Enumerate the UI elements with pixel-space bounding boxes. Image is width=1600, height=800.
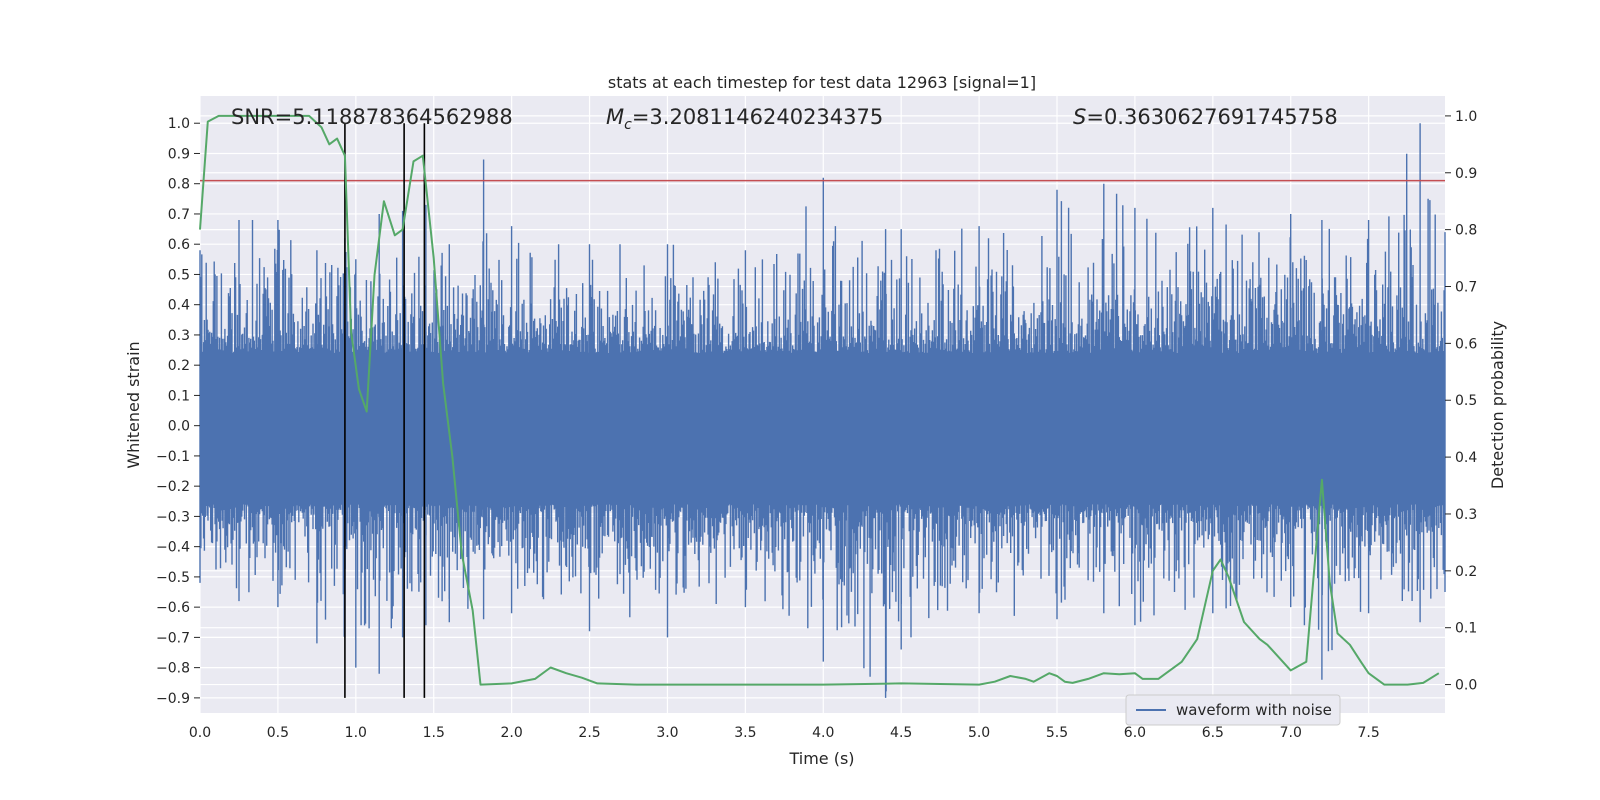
y-tick-label: −0.4 bbox=[156, 540, 190, 556]
y2-tick-label: 0.4 bbox=[1455, 450, 1477, 466]
x-tick-label: 3.0 bbox=[656, 725, 678, 741]
x-tick-label: 2.0 bbox=[501, 725, 523, 741]
x-tick-label: 1.0 bbox=[345, 725, 367, 741]
y2-tick-label: 1.0 bbox=[1455, 109, 1477, 125]
y-axis-label: Whitened strain bbox=[124, 341, 143, 468]
y2-tick-label: 0.9 bbox=[1455, 166, 1477, 182]
probability-series bbox=[199, 114, 1440, 686]
y-tick-label: 0.7 bbox=[168, 207, 190, 223]
mc-subscript: c bbox=[624, 117, 632, 133]
y-tick-label: −0.6 bbox=[156, 600, 190, 616]
x-tick-label: 3.5 bbox=[734, 725, 756, 741]
s-value: =0.3630627691745758 bbox=[1086, 105, 1337, 129]
x-tick-label: 7.0 bbox=[1280, 725, 1302, 741]
x-tick-label: 0.0 bbox=[189, 725, 211, 741]
y2-axis-label: Detection probability bbox=[1488, 321, 1507, 489]
y-tick-label: −0.1 bbox=[156, 449, 190, 465]
y2-tick-label: 0.1 bbox=[1455, 621, 1477, 637]
s-annotation: S=0.3630627691745758 bbox=[1073, 105, 1338, 129]
y-tick-label: −0.8 bbox=[156, 661, 190, 677]
y2-axis-ticks: 1.0 0.9 0.8 0.7 0.6 0.5 0.4 0.3 0.2 0.1 0.0 bbox=[1445, 109, 1477, 694]
y-tick-label: 0.3 bbox=[168, 328, 190, 344]
x-tick-label: 2.5 bbox=[578, 725, 600, 741]
x-tick-label: 0.5 bbox=[267, 725, 289, 741]
mc-value: =3.2081146240234375 bbox=[632, 105, 883, 129]
x-tick-label: 6.0 bbox=[1124, 725, 1146, 741]
x-tick-label: 4.0 bbox=[812, 725, 834, 741]
y-tick-label: 0.1 bbox=[168, 388, 190, 404]
x-tick-label: 5.0 bbox=[968, 725, 990, 741]
y-axis-ticks: 1.0 0.9 0.8 0.7 0.6 0.5 0.4 0.3 0.2 0.1 0.0 −0.1 −0.… bbox=[156, 116, 200, 707]
legend-label-waveform: waveform with noise bbox=[1176, 701, 1332, 719]
y-tick-label: 0.9 bbox=[168, 146, 190, 162]
x-tick-label: 6.5 bbox=[1202, 725, 1224, 741]
y-tick-label: −0.3 bbox=[156, 509, 190, 525]
s-symbol: S bbox=[1073, 105, 1086, 129]
x-tick-label: 1.5 bbox=[423, 725, 445, 741]
y-tick-label: 0.8 bbox=[168, 177, 190, 193]
mc-annotation: Mc=3.2081146240234375 bbox=[606, 105, 883, 133]
y-tick-label: −0.5 bbox=[156, 570, 190, 586]
probability-line bbox=[199, 114, 1440, 686]
y-tick-label: −0.9 bbox=[156, 691, 190, 707]
waveform-band bbox=[200, 353, 1445, 505]
waveform-series bbox=[199, 123, 1446, 698]
y2-tick-label: 0.5 bbox=[1455, 393, 1477, 409]
y-tick-label: 0.2 bbox=[168, 358, 190, 374]
y2-tick-label: 0.7 bbox=[1455, 280, 1477, 296]
x-tick-label: 7.5 bbox=[1358, 725, 1380, 741]
y-tick-label: 0.4 bbox=[168, 298, 190, 314]
y-tick-label: −0.2 bbox=[156, 479, 190, 495]
x-tick-label: 5.5 bbox=[1046, 725, 1068, 741]
snr-annotation: SNR=5.118878364562988 bbox=[231, 105, 513, 129]
x-axis-ticks: 0.0 0.5 1.0 1.5 2.0 2.5 3.0 3.5 4.0 4.5 5.0 5.5 6.0 6… bbox=[189, 725, 1380, 741]
y-tick-label: −0.7 bbox=[156, 630, 190, 646]
y2-tick-label: 0.3 bbox=[1455, 507, 1477, 523]
y-tick-label: 0.0 bbox=[168, 419, 190, 435]
x-tick-label: 4.5 bbox=[890, 725, 912, 741]
x-axis-label: Time (s) bbox=[788, 749, 854, 768]
y2-tick-label: 0.0 bbox=[1455, 678, 1477, 694]
legend-box bbox=[1125, 694, 1341, 726]
y2-tick-label: 0.8 bbox=[1455, 223, 1477, 239]
mc-symbol: M bbox=[606, 105, 624, 129]
y-tick-label: 1.0 bbox=[168, 116, 190, 132]
y-tick-label: 0.5 bbox=[168, 267, 190, 283]
y2-tick-label: 0.2 bbox=[1455, 564, 1477, 580]
legend: waveform with noise bbox=[1125, 694, 1341, 726]
chart-title: stats at each timestep for test data 129… bbox=[608, 73, 1036, 92]
y-tick-label: 0.6 bbox=[168, 237, 190, 253]
y2-tick-label: 0.6 bbox=[1455, 336, 1477, 352]
